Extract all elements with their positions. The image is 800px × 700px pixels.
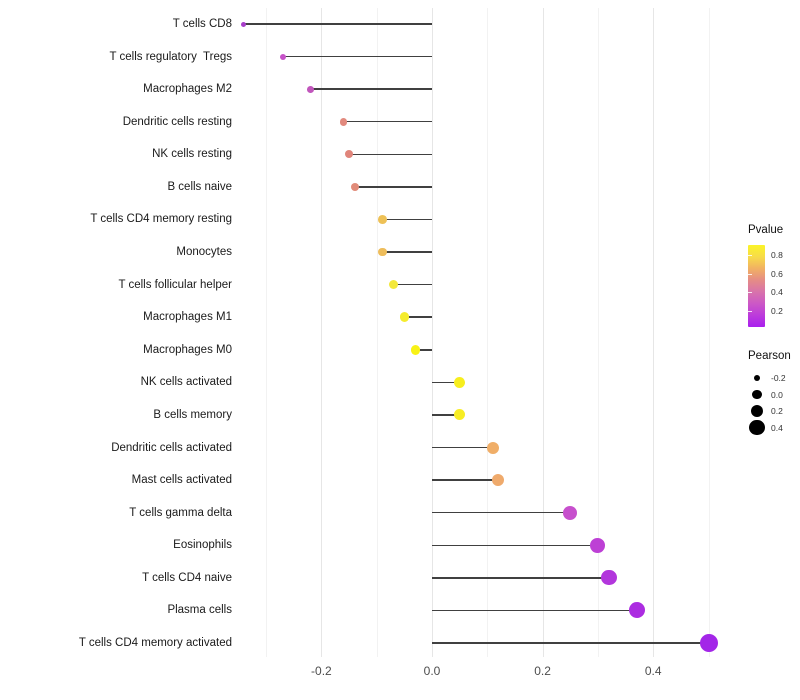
lollipop-dot-t-cells-regulatory-tregs bbox=[279, 53, 286, 60]
lollipop-dot-t-cells-gamma-delta bbox=[563, 505, 578, 520]
lollipop-stick-t-cells-cd4-naive bbox=[432, 577, 609, 579]
colorbar-tick-label: 0.8 bbox=[771, 250, 783, 260]
lollipop-dot-t-cells-cd4-naive bbox=[601, 570, 617, 586]
colorbar-tick bbox=[748, 273, 752, 275]
colorbar-tick bbox=[748, 292, 752, 293]
category-label-t-cells-cd8: T cells CD8 bbox=[172, 18, 232, 30]
lollipop-dot-nk-cells-resting bbox=[345, 150, 354, 159]
lollipop-dot-t-cells-cd4-memory-resting bbox=[377, 215, 387, 224]
category-label-t-cells-regulatory-tregs: T cells regulatory Tregs bbox=[109, 50, 232, 63]
pearson-size-label: 0.2 bbox=[771, 406, 783, 416]
lollipop-dot-eosinophils bbox=[590, 537, 606, 553]
lollipop-stick-b-cells-memory bbox=[432, 414, 460, 416]
legend-pvalue-title: Pvalue bbox=[748, 224, 784, 236]
lollipop-stick-t-cells-follicular-helper bbox=[393, 283, 432, 286]
lollipop-dot-plasma-cells bbox=[628, 602, 645, 619]
pearson-size-dot bbox=[750, 404, 764, 418]
category-label-t-cells-cd4-memory-activated: T cells CD4 memory activated bbox=[78, 637, 232, 650]
lollipop-dot-b-cells-memory bbox=[454, 409, 466, 421]
lollipop-dot-t-cells-cd8 bbox=[241, 21, 247, 27]
lollipop-stick-mast-cells-activated bbox=[432, 479, 499, 481]
lollipop-stick-dendritic-cells-activated bbox=[432, 446, 493, 449]
lollipop-stick-t-cells-gamma-delta bbox=[432, 511, 571, 514]
lollipop-stick-macrophages-m1 bbox=[404, 316, 432, 318]
category-label-nk-cells-activated: NK cells activated bbox=[140, 376, 232, 389]
category-label-monocytes: Monocytes bbox=[176, 246, 232, 259]
gridline bbox=[376, 8, 378, 657]
lollipop-stick-dendritic-cells-resting bbox=[343, 120, 432, 123]
x-tick-label: 0.0 bbox=[423, 664, 441, 678]
lollipop-stick-t-cells-cd4-memory-resting bbox=[382, 218, 432, 221]
lollipop-dot-mast-cells-activated bbox=[492, 474, 505, 487]
category-label-macrophages-m1: Macrophages M1 bbox=[143, 311, 232, 324]
category-label-nk-cells-resting: NK cells resting bbox=[152, 148, 232, 161]
x-tick-label: 0.2 bbox=[534, 664, 551, 678]
category-label-macrophages-m0: Macrophages M0 bbox=[143, 343, 232, 356]
gridline bbox=[432, 8, 433, 657]
lollipop-dot-t-cells-follicular-helper bbox=[388, 280, 398, 290]
gridline bbox=[653, 8, 655, 657]
lollipop-stick-nk-cells-resting bbox=[349, 153, 432, 156]
lollipop-dot-b-cells-naive bbox=[350, 182, 359, 191]
legend-pearson-title: Pearson bbox=[748, 350, 791, 362]
lollipop-dot-macrophages-m1 bbox=[399, 312, 410, 322]
category-label-b-cells-memory: B cells memory bbox=[153, 408, 232, 421]
lollipop-dot-dendritic-cells-activated bbox=[486, 441, 499, 454]
lollipop-stick-macrophages-m2 bbox=[310, 88, 432, 90]
category-label-b-cells-naive: B cells naive bbox=[167, 180, 232, 193]
gridline bbox=[487, 8, 489, 657]
lollipop-stick-monocytes bbox=[382, 251, 432, 253]
pvalue-colorbar bbox=[748, 245, 765, 327]
category-label-t-cells-gamma-delta: T cells gamma delta bbox=[129, 506, 232, 519]
lollipop-stick-t-cells-regulatory-tregs bbox=[282, 55, 432, 58]
category-label-t-cells-follicular-helper: T cells follicular helper bbox=[118, 278, 232, 291]
category-label-t-cells-cd4-memory-resting: T cells CD4 memory resting bbox=[90, 213, 232, 226]
gridline bbox=[321, 8, 323, 657]
category-label-t-cells-cd4-naive: T cells CD4 naive bbox=[142, 571, 232, 584]
category-label-macrophages-m2: Macrophages M2 bbox=[143, 83, 232, 96]
category-label-mast-cells-activated: Mast cells activated bbox=[131, 474, 232, 487]
category-label-dendritic-cells-resting: Dendritic cells resting bbox=[122, 115, 232, 128]
colorbar-tick-label: 0.2 bbox=[771, 305, 783, 316]
colorbar-tick-label: 0.4 bbox=[771, 287, 783, 297]
category-label-eosinophils: Eosinophils bbox=[173, 539, 232, 552]
lollipop-dot-monocytes bbox=[377, 247, 387, 257]
lollipop-dot-t-cells-cd4-memory-activated bbox=[699, 634, 718, 653]
category-label-plasma-cells: Plasma cells bbox=[167, 604, 232, 617]
lollipop-stick-t-cells-cd4-memory-activated bbox=[432, 642, 709, 644]
category-label-dendritic-cells-activated: Dendritic cells activated bbox=[111, 441, 232, 454]
gridline bbox=[708, 8, 710, 657]
pearson-size-dot bbox=[752, 389, 762, 400]
lollipop-dot-macrophages-m0 bbox=[410, 344, 421, 355]
pearson-size-dot bbox=[749, 419, 765, 436]
x-tick-label: -0.2 bbox=[311, 664, 332, 678]
lollipop-stick-b-cells-naive bbox=[354, 186, 432, 188]
gridline bbox=[542, 8, 544, 657]
pearson-size-label: 0.0 bbox=[771, 389, 783, 400]
lollipop-dot-nk-cells-activated bbox=[454, 376, 466, 388]
x-tick-label: 0.4 bbox=[644, 664, 662, 678]
pearson-size-label: -0.2 bbox=[771, 373, 786, 383]
pearson-size-dot bbox=[753, 374, 761, 382]
colorbar-tick bbox=[748, 255, 752, 256]
lollipop-stick-eosinophils bbox=[432, 544, 598, 547]
lollipop-dot-dendritic-cells-resting bbox=[339, 117, 348, 126]
lollipop-stick-plasma-cells bbox=[432, 609, 637, 612]
gridline bbox=[266, 8, 268, 657]
colorbar-tick bbox=[748, 310, 752, 312]
gridline bbox=[597, 8, 599, 657]
lollipop-stick-macrophages-m0 bbox=[415, 349, 432, 351]
lollipop-dot-macrophages-m2 bbox=[306, 85, 314, 93]
pearson-size-label: 0.4 bbox=[771, 422, 783, 433]
colorbar-tick-label: 0.6 bbox=[771, 268, 783, 279]
lollipop-stick-nk-cells-activated bbox=[432, 381, 460, 384]
lollipop-stick-t-cells-cd8 bbox=[243, 23, 432, 25]
